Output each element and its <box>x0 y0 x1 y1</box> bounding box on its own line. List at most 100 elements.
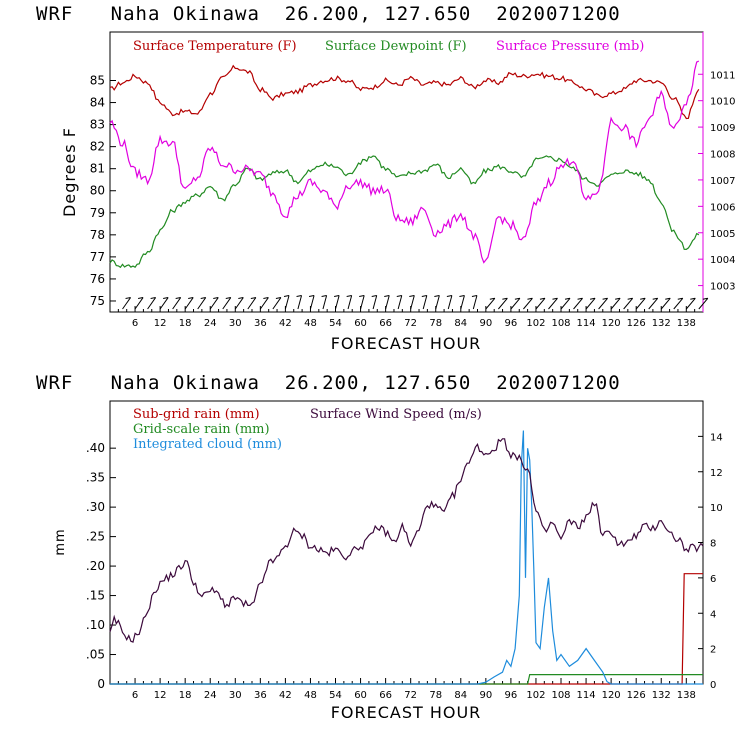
y-tick-label: 76 <box>90 272 105 286</box>
wind-barb-flag <box>371 294 377 297</box>
wind-barb-flag <box>308 294 315 297</box>
wind-barb <box>159 297 169 310</box>
wind-barb-flag <box>489 297 495 300</box>
wind-barb-flag <box>471 294 478 297</box>
wind-barb <box>523 297 533 310</box>
x-tick-label: 108 <box>551 318 570 329</box>
x-tick-label: 132 <box>652 690 671 701</box>
wind-barb <box>648 297 659 310</box>
legend-temperature: Surface Temperature (F) <box>133 39 297 54</box>
legend-wind-speed: Surface Wind Speed (m/s) <box>310 407 482 422</box>
x-tick-label: 18 <box>179 318 192 329</box>
wind-barb-flag <box>640 297 646 300</box>
wind-barbs <box>122 294 709 310</box>
x-tick-label: 60 <box>354 318 367 329</box>
wind-barb-flag <box>150 297 156 300</box>
wind-barb <box>598 297 608 310</box>
y2-tick-label: 14 <box>710 432 723 443</box>
wind-barb <box>172 297 182 310</box>
wind-barb-flag <box>275 297 281 300</box>
wind-barb <box>184 297 194 310</box>
y2-tick-label: 8 <box>710 539 716 550</box>
y2-tick-label: 1005 <box>710 229 735 240</box>
wind-barb <box>322 295 328 310</box>
x-tick-label: 30 <box>229 690 242 701</box>
x-tick-label: 84 <box>454 318 467 329</box>
series-line-surface-wind-speed-m-s <box>109 438 704 643</box>
wind-barb-flag <box>627 297 633 300</box>
temperature-pressure-panel: WRF Naha Okinawa 26.200, 127.650 2020071… <box>36 3 735 353</box>
x-tick-label: 6 <box>132 690 138 701</box>
wind-barb-flag <box>346 294 352 297</box>
wind-barb <box>623 297 634 310</box>
x-tick-label: 120 <box>602 318 621 329</box>
wind-barb-flag <box>677 297 683 300</box>
x-tick-label: 48 <box>304 318 317 329</box>
legend-gridscale-rain: Grid-scale rain (mm) <box>133 422 270 437</box>
wind-barb-flag <box>421 294 427 297</box>
x-tick-label: 138 <box>677 690 696 701</box>
x-tick-label: 12 <box>154 690 167 701</box>
wind-barb <box>360 295 365 310</box>
legend-integrated-cloud: Integrated cloud (mm) <box>133 437 282 452</box>
wind-barb <box>309 295 315 310</box>
wind-barb <box>335 295 340 310</box>
wind-barb <box>460 295 465 310</box>
x-tick-label: 42 <box>279 690 292 701</box>
panel-1-ylabel: Degrees F <box>60 127 79 217</box>
wind-barb-flag <box>213 297 219 300</box>
x-tick-label: 54 <box>329 690 342 701</box>
x-tick-label: 6 <box>132 318 138 329</box>
wind-barb <box>372 295 378 310</box>
wind-barb <box>510 297 521 310</box>
wind-barb <box>147 297 157 310</box>
y-tick-label: .10 <box>86 618 105 632</box>
wind-barb-flag <box>652 297 658 300</box>
y-tick-label: .15 <box>86 589 105 603</box>
wind-barb-flag <box>589 297 596 300</box>
wind-barb <box>535 297 546 310</box>
y-tick-label: .25 <box>86 530 105 544</box>
wind-barb <box>209 297 219 310</box>
y2-tick-label: 1004 <box>710 255 735 266</box>
rain-wind-panel: WRF Naha Okinawa 26.200, 127.650 2020071… <box>36 372 723 722</box>
legend-dewpoint: Surface Dewpoint (F) <box>325 39 467 54</box>
wind-barb-flag <box>690 297 696 300</box>
wind-barb <box>385 295 390 310</box>
wind-barb <box>610 297 621 310</box>
y2-tick-label: 1003 <box>710 282 735 293</box>
x-tick-label: 114 <box>577 318 596 329</box>
wind-barb-flag <box>446 294 452 297</box>
y-tick-label: 81 <box>90 162 105 176</box>
y-tick-label: .35 <box>86 471 105 485</box>
y-tick-label: .40 <box>86 441 105 455</box>
wind-barb-flag <box>175 297 181 300</box>
y-tick-label: 82 <box>90 140 105 154</box>
wind-barb-flag <box>434 294 440 297</box>
wind-barb-flag <box>552 297 558 300</box>
wind-barb <box>560 297 571 310</box>
x-tick-label: 126 <box>627 690 646 701</box>
wind-barb-flag <box>514 297 520 300</box>
panel-1-title: WRF Naha Okinawa 26.200, 127.650 2020071… <box>36 3 621 25</box>
y2-tick-label: 1011 <box>710 70 735 81</box>
x-tick-label: 78 <box>429 318 442 329</box>
x-tick-label: 126 <box>627 318 646 329</box>
x-tick-label: 36 <box>254 690 267 701</box>
wind-barb-flag <box>384 294 390 297</box>
wind-barb <box>347 295 353 310</box>
y2-tick-label: 6 <box>710 574 716 585</box>
wind-barb <box>485 297 496 310</box>
wind-barb-flag <box>263 297 269 300</box>
x-tick-label: 72 <box>404 318 417 329</box>
wind-barb <box>685 297 696 310</box>
x-tick-label: 60 <box>354 690 367 701</box>
series-line-surface-temperature-f <box>109 64 700 120</box>
wind-barb <box>548 297 558 310</box>
y2-tick-label: 1010 <box>710 97 735 108</box>
wind-barb-flag <box>702 297 708 300</box>
wind-barb <box>259 297 269 310</box>
legend-subgrid-rain: Sub-grid rain (mm) <box>133 407 260 422</box>
wind-barb-flag <box>539 297 546 300</box>
wind-barb <box>284 295 290 310</box>
